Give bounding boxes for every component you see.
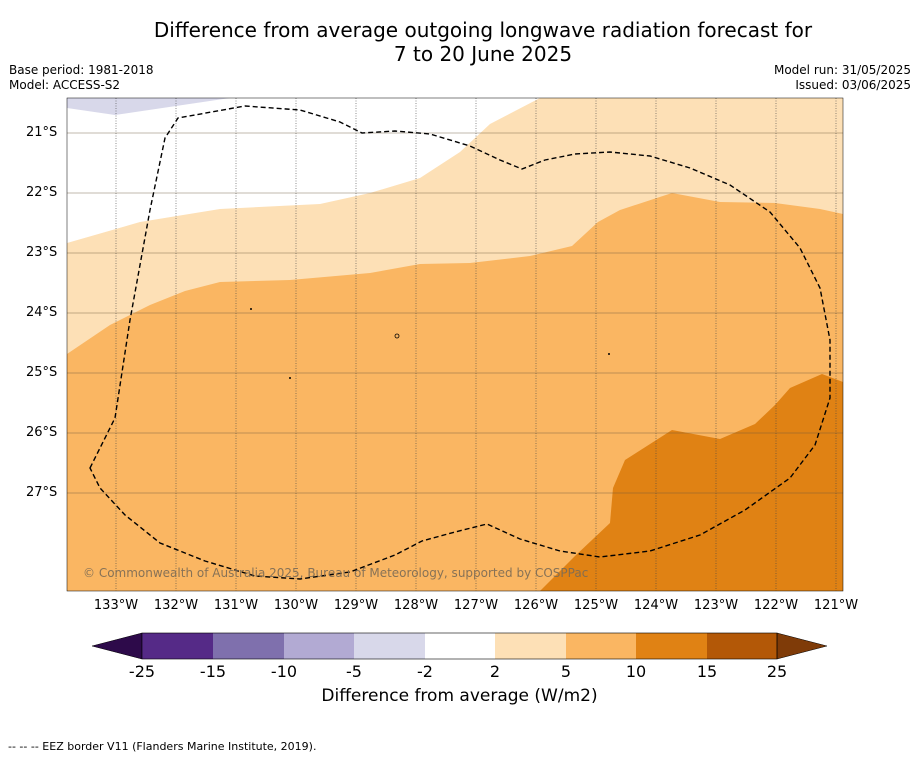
x-tick: 126°W	[513, 598, 559, 613]
copyright-notice: © Commonwealth of Australia 2025, Bureau…	[83, 566, 588, 580]
y-tick: 23°S	[26, 245, 58, 260]
x-tick: 127°W	[453, 598, 499, 613]
title-line-2: 7 to 20 June 2025	[393, 42, 573, 66]
x-tick: 123°W	[693, 598, 739, 613]
colorbar-bin-9	[707, 633, 777, 659]
model-run: Model run: 31/05/2025	[773, 63, 911, 77]
meta-left: Base period: 1981-2018 Model: ACCESS-S2	[9, 63, 154, 93]
x-tick: 122°W	[753, 598, 799, 613]
x-tick: 133°W	[93, 598, 139, 613]
eez-border	[89, 105, 831, 580]
colorbar-bin-5	[425, 633, 495, 659]
colorbar-bin-3	[284, 633, 354, 659]
colorbar-tick-label: 5	[560, 662, 572, 681]
y-tick: 27°S	[26, 485, 58, 500]
issued-date: Issued: 03/06/2025	[795, 78, 911, 92]
x-tick: 124°W	[633, 598, 679, 613]
grid-lines	[115, 98, 837, 591]
colorbar	[91, 632, 828, 660]
x-tick: 121°W	[813, 598, 859, 613]
map-title: Difference from average outgoing longwav…	[0, 18, 919, 66]
colorbar-under-arrow	[91, 632, 143, 660]
base-period: Base period: 1981-2018	[9, 63, 154, 77]
light-purple-region	[67, 98, 230, 115]
colorbar-tick-label: 15	[696, 662, 718, 681]
y-tick: 24°S	[26, 305, 58, 320]
colorbar-tick-label: -2	[417, 662, 433, 681]
x-tick: 130°W	[273, 598, 319, 613]
y-tick: 26°S	[26, 425, 58, 440]
colorbar-bin-7	[566, 633, 636, 659]
x-tick: 129°W	[333, 598, 379, 613]
title-line-1: Difference from average outgoing longwav…	[153, 18, 813, 42]
map-frame	[66, 97, 844, 592]
colorbar-tick-label: -15	[199, 662, 227, 681]
colorbar-tick-label: -10	[270, 662, 298, 681]
meta-right: Model run: 31/05/2025 Issued: 03/06/2025	[774, 63, 911, 93]
colorbar-tick-label: 25	[766, 662, 788, 681]
latitude-lines	[67, 132, 843, 494]
colorbar-bin-8	[636, 633, 707, 659]
colorbar-bin-2	[213, 633, 284, 659]
x-tick: 131°W	[213, 598, 259, 613]
x-tick: 128°W	[393, 598, 439, 613]
dark-orange-region	[540, 374, 843, 591]
colorbar-bin-4	[354, 633, 425, 659]
colorbar-bin-1	[142, 633, 213, 659]
colorbar-tick-label: -25	[128, 662, 156, 681]
x-tick: 125°W	[573, 598, 619, 613]
map-area	[67, 98, 843, 591]
y-tick: 21°S	[26, 125, 58, 140]
colorbar-bin-6	[495, 633, 566, 659]
x-tick: 132°W	[153, 598, 199, 613]
colorbar-tick-label: 2	[489, 662, 501, 681]
model-name: Model: ACCESS-S2	[9, 78, 121, 92]
colorbar-over-arrow	[776, 632, 828, 660]
y-tick: 22°S	[26, 185, 58, 200]
y-tick: 25°S	[26, 365, 58, 380]
eez-footnote: -- -- -- EEZ border V11 (Flanders Marine…	[8, 740, 317, 753]
colorbar-tick-label: -5	[346, 662, 362, 681]
colorbar-tick-label: 10	[625, 662, 647, 681]
colorbar-title: Difference from average (W/m2)	[321, 686, 598, 706]
islands	[250, 308, 610, 379]
